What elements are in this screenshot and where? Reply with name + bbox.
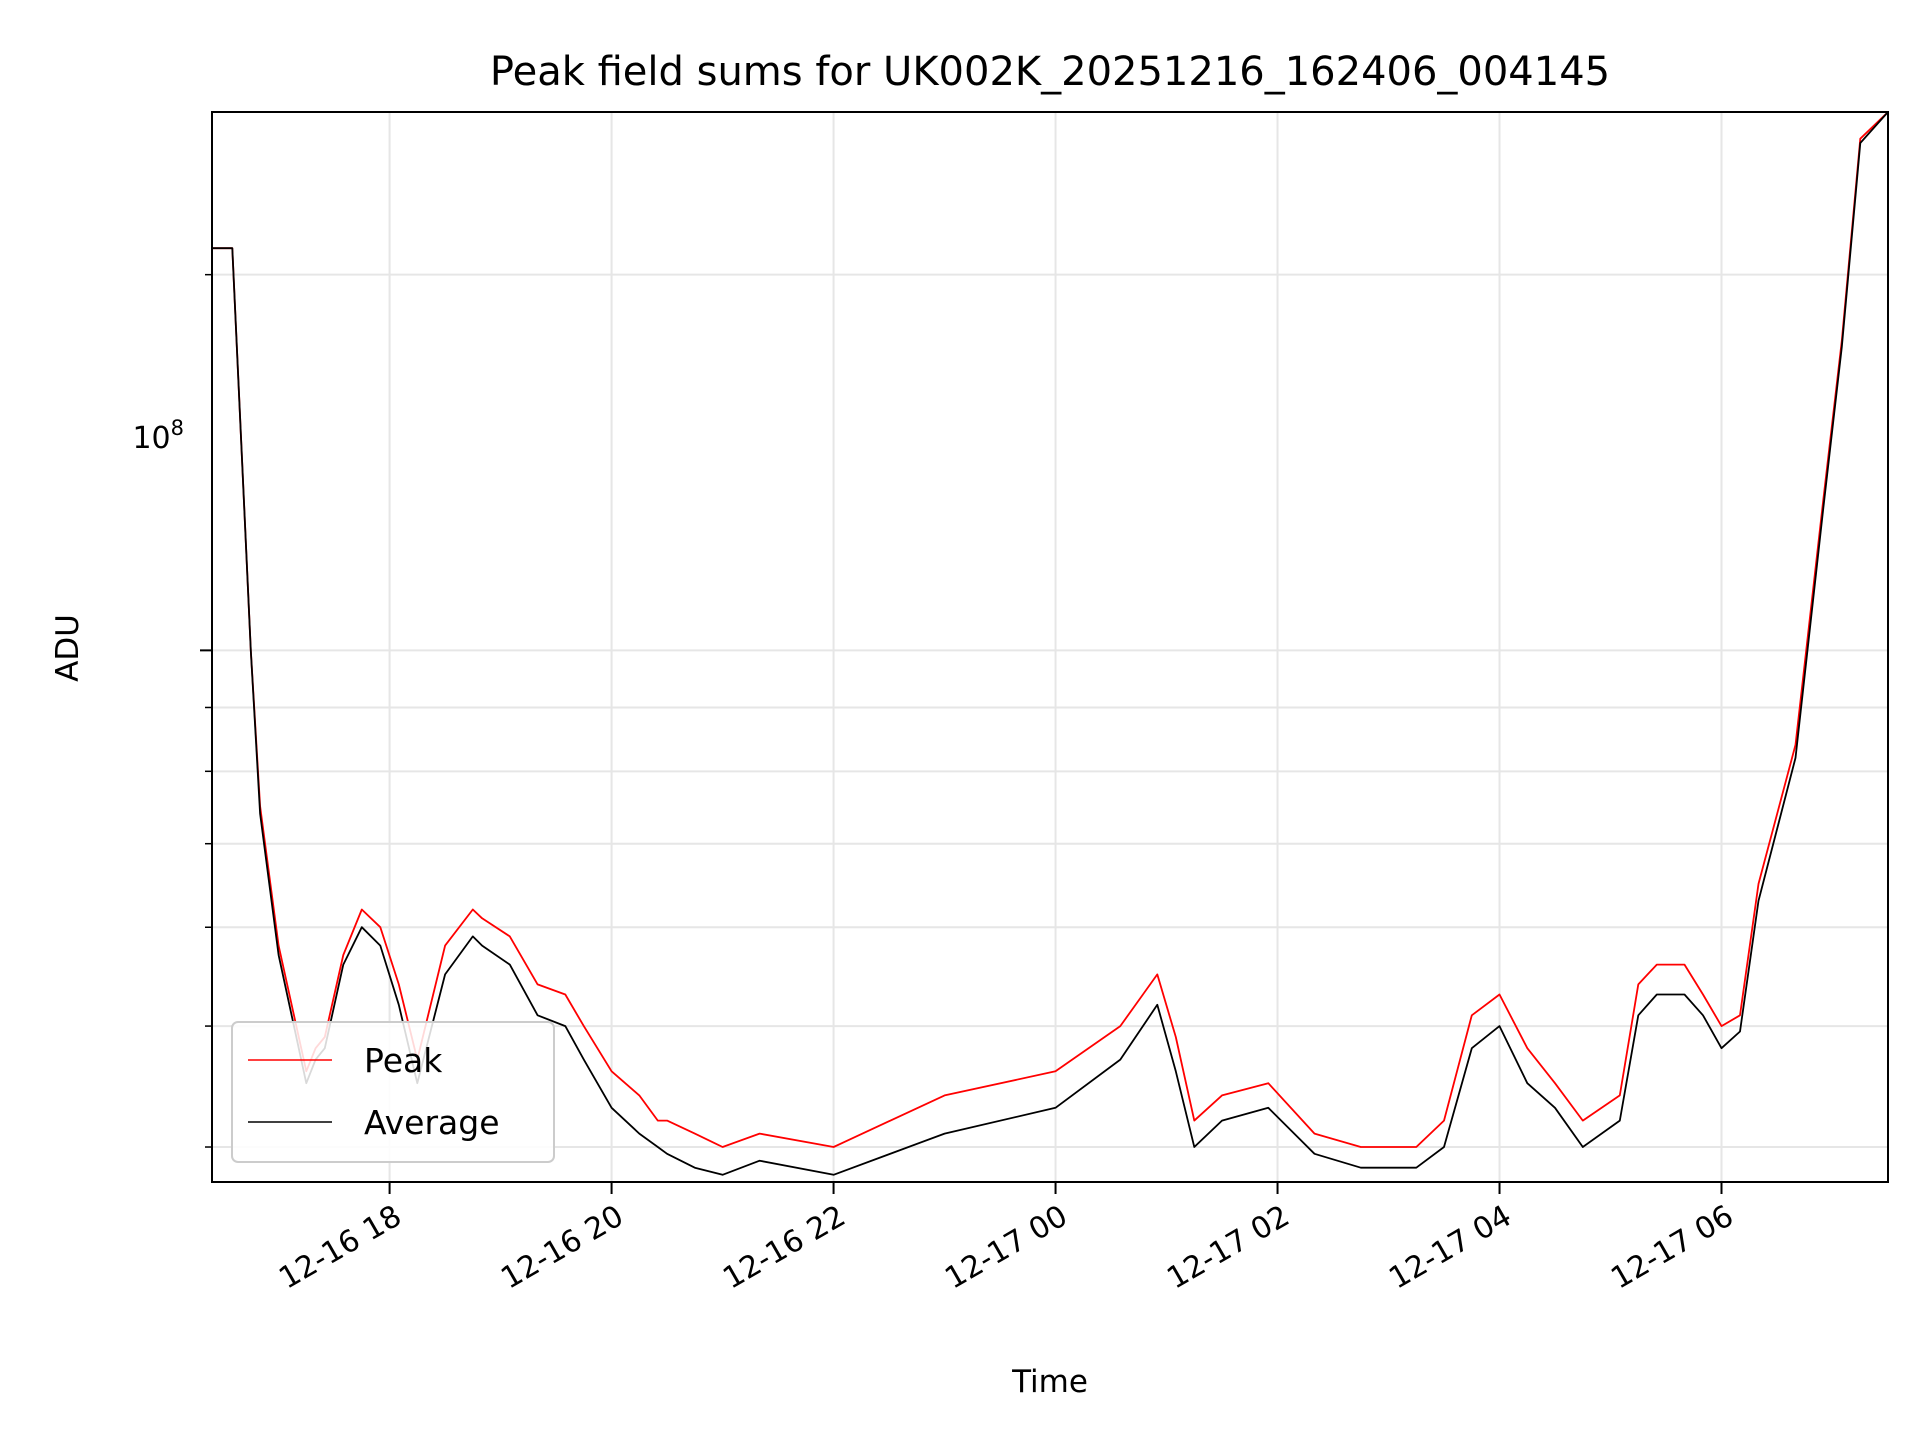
y-axis: 108	[132, 273, 212, 1148]
y-tick-label-base: 10	[132, 421, 170, 456]
y-axis-label: ADU	[50, 614, 86, 682]
series-group	[212, 111, 1889, 1176]
legend: Peak Average	[231, 1021, 555, 1163]
legend-label-peak: Peak	[364, 1041, 443, 1080]
chart-title: Peak field sums for UK002K_20251216_1624…	[490, 49, 1610, 95]
grid	[212, 112, 1888, 1182]
y-tick-label: 108	[132, 416, 184, 456]
y-tick-label-exponent: 8	[171, 416, 184, 440]
plot-area	[211, 111, 1889, 1183]
legend-label-average: Average	[364, 1103, 500, 1142]
legend-box	[231, 1021, 555, 1163]
series-line-average	[212, 111, 1889, 1176]
plot-frame	[211, 111, 1889, 1183]
plot-background	[212, 112, 1888, 1182]
x-axis-label: Time	[1011, 1364, 1088, 1400]
series-line-peak	[212, 111, 1889, 1148]
